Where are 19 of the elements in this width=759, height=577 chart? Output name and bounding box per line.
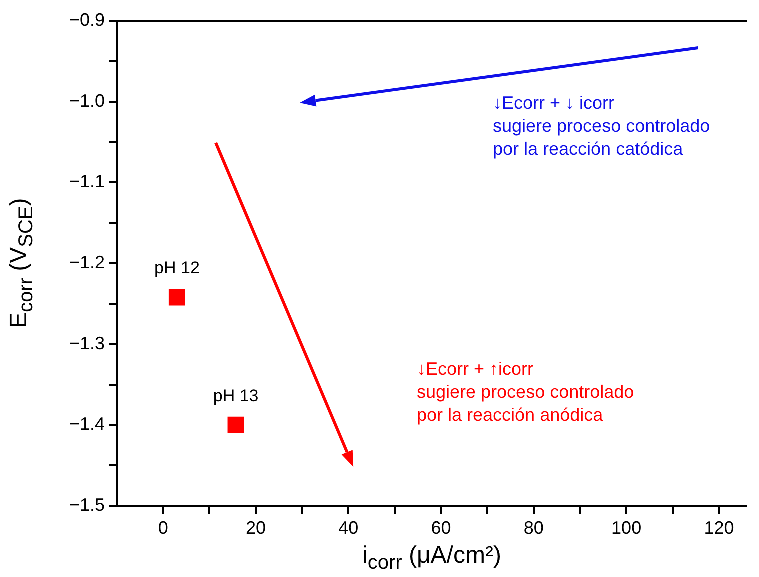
annotation: pH 13	[213, 386, 259, 406]
x-tick-label: 100	[612, 518, 642, 538]
y-tick-label: −0.9	[69, 10, 105, 30]
x-tick-label: 20	[246, 518, 266, 538]
y-tick-label: −1.4	[69, 414, 105, 434]
x-axis-title: i$_{corr}$ (μA/cm²)	[362, 542, 502, 575]
y-tick-label: −1.1	[69, 172, 105, 192]
annotation: ↓Ecorr + ↑icorr sugiere proceso controlado por la reacción anódica	[417, 358, 634, 427]
x-tick-label: 40	[338, 518, 359, 538]
x-tick-label: 120	[704, 518, 734, 538]
x-tick-label: 0	[158, 518, 168, 538]
x-tick-label: 60	[431, 518, 452, 538]
y-tick-label: −1.5	[69, 494, 105, 515]
annotation: pH 12	[154, 258, 200, 278]
annotation: ↓Ecorr + ↓ icorr sugiere proceso controlado por la reacción catódica	[493, 92, 710, 161]
x-tick-label: 80	[524, 518, 544, 538]
y-tick-label: −1.3	[69, 333, 105, 354]
y-tick-label: −1.0	[69, 90, 105, 111]
y-tick-label: −1.2	[69, 252, 105, 272]
